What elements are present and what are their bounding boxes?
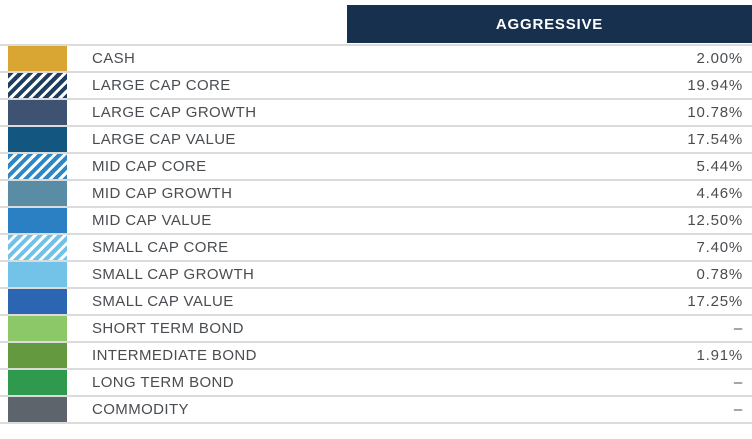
table-row: SMALL CAP VALUE 17.25% bbox=[0, 289, 752, 316]
asset-color-swatch bbox=[8, 73, 67, 98]
asset-color-swatch bbox=[8, 289, 67, 314]
asset-color-swatch bbox=[8, 127, 67, 152]
asset-label: LARGE CAP CORE bbox=[92, 77, 231, 94]
asset-color-swatch bbox=[8, 262, 67, 287]
asset-value: – bbox=[733, 320, 743, 337]
asset-color-swatch bbox=[8, 154, 67, 179]
asset-color-swatch bbox=[8, 46, 67, 71]
asset-label: MID CAP CORE bbox=[92, 158, 207, 175]
asset-color-swatch bbox=[8, 235, 67, 260]
asset-value: 7.40% bbox=[696, 239, 743, 256]
table-row: LARGE CAP VALUE 17.54% bbox=[0, 127, 752, 154]
asset-color-swatch bbox=[8, 100, 67, 125]
asset-value: – bbox=[733, 374, 743, 391]
table-row: COMMODITY – bbox=[0, 397, 752, 424]
asset-label: SHORT TERM BOND bbox=[92, 320, 244, 337]
table-row: SMALL CAP GROWTH 0.78% bbox=[0, 262, 752, 289]
table-row: LONG TERM BOND – bbox=[0, 370, 752, 397]
table-row: MID CAP VALUE 12.50% bbox=[0, 208, 752, 235]
asset-value: 17.54% bbox=[687, 131, 743, 148]
table-row: LARGE CAP GROWTH 10.78% bbox=[0, 100, 752, 127]
asset-label: COMMODITY bbox=[92, 401, 189, 418]
table-row: SMALL CAP CORE 7.40% bbox=[0, 235, 752, 262]
allocation-table: CASH 2.00% LARGE CAP CORE 19.94% LARGE C… bbox=[0, 44, 752, 424]
table-row: LARGE CAP CORE 19.94% bbox=[0, 73, 752, 100]
asset-value: 2.00% bbox=[696, 50, 743, 67]
column-header: AGGRESSIVE bbox=[347, 5, 752, 43]
asset-value: 19.94% bbox=[687, 77, 743, 94]
asset-label: INTERMEDIATE BOND bbox=[92, 347, 257, 364]
table-row: MID CAP GROWTH 4.46% bbox=[0, 181, 752, 208]
asset-value: 5.44% bbox=[696, 158, 743, 175]
asset-label: SMALL CAP GROWTH bbox=[92, 266, 255, 283]
column-header-label: AGGRESSIVE bbox=[495, 15, 604, 33]
asset-value: 10.78% bbox=[687, 104, 743, 121]
asset-label: SMALL CAP CORE bbox=[92, 239, 229, 256]
asset-color-swatch bbox=[8, 316, 67, 341]
asset-color-swatch bbox=[8, 208, 67, 233]
asset-label: CASH bbox=[92, 50, 136, 67]
asset-label: LARGE CAP GROWTH bbox=[92, 104, 257, 121]
asset-value: 1.91% bbox=[696, 347, 743, 364]
asset-label: MID CAP VALUE bbox=[92, 212, 212, 229]
asset-label: LONG TERM BOND bbox=[92, 374, 235, 391]
asset-label: LARGE CAP VALUE bbox=[92, 131, 236, 148]
asset-value: 12.50% bbox=[687, 212, 743, 229]
table-row: SHORT TERM BOND – bbox=[0, 316, 752, 343]
asset-color-swatch bbox=[8, 181, 67, 206]
asset-value: 4.46% bbox=[696, 185, 743, 202]
asset-value: – bbox=[733, 401, 743, 418]
table-row: MID CAP CORE 5.44% bbox=[0, 154, 752, 181]
asset-color-swatch bbox=[8, 343, 67, 368]
asset-color-swatch bbox=[8, 370, 67, 395]
asset-color-swatch bbox=[8, 397, 67, 422]
asset-value: 0.78% bbox=[696, 266, 743, 283]
asset-label: MID CAP GROWTH bbox=[92, 185, 233, 202]
asset-value: 17.25% bbox=[687, 293, 743, 310]
table-row: INTERMEDIATE BOND 1.91% bbox=[0, 343, 752, 370]
table-row: CASH 2.00% bbox=[0, 46, 752, 73]
asset-label: SMALL CAP VALUE bbox=[92, 293, 234, 310]
